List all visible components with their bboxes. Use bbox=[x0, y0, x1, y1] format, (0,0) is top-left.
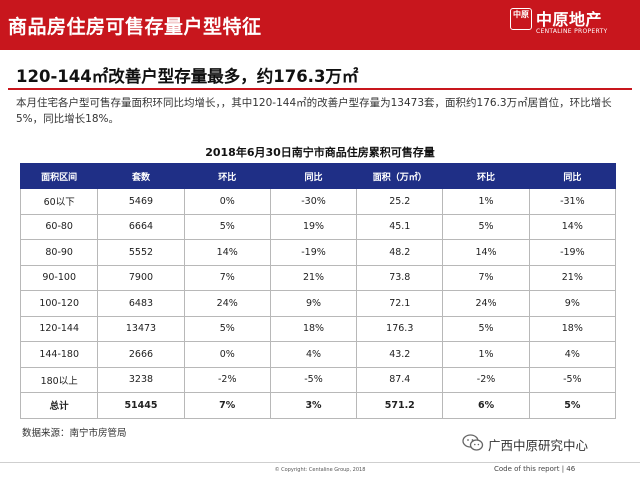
report-code: Code of this report | 46 bbox=[494, 465, 576, 473]
cell-area-yoy: 14% bbox=[528, 213, 617, 240]
description-text: 本月住宅各户型可售存量面积环同比均增长，，其中120-144㎡的改善户型存量为1… bbox=[16, 97, 612, 125]
cell-area-range: 180以上 bbox=[19, 366, 99, 393]
header-area-yoy: 同比 bbox=[528, 163, 617, 189]
cell-area-range: 60以下 bbox=[19, 188, 99, 215]
cell-units: 6483 bbox=[97, 290, 185, 317]
cell-units: 5552 bbox=[97, 239, 185, 266]
cell-area: 25.2 bbox=[356, 188, 444, 215]
cell-area: 48.2 bbox=[356, 239, 444, 266]
header-units-yoy: 同比 bbox=[269, 163, 358, 189]
cell-area-mom: 7% bbox=[442, 264, 530, 291]
table-row: 144-180 2666 0% 4% 43.2 1% 4% bbox=[19, 341, 617, 368]
cell-units-mom: 14% bbox=[183, 239, 271, 266]
cell-area: 45.1 bbox=[356, 213, 444, 240]
cell-units-yoy: 19% bbox=[269, 213, 358, 240]
cell-units: 7900 bbox=[97, 264, 185, 291]
table-row: 90-100 7900 7% 21% 73.8 7% 21% bbox=[19, 264, 617, 291]
cell-units-mom: -2% bbox=[183, 366, 271, 393]
total-cell-area-range: 总计 bbox=[19, 392, 99, 419]
cell-area-range: 60-80 bbox=[19, 213, 99, 240]
total-cell-units: 51445 bbox=[97, 392, 185, 419]
table-row: 60以下 5469 0% -30% 25.2 1% -31% bbox=[19, 188, 617, 215]
cell-units: 5469 bbox=[97, 188, 185, 215]
header-units-mom: 环比 bbox=[183, 163, 271, 189]
centaline-logo: 中原 中原地产 CENTALINE PROPERTY bbox=[510, 6, 632, 44]
logo-subtitle: CENTALINE PROPERTY bbox=[536, 28, 608, 35]
table-header-row: 面积区间 套数 环比 同比 面积（万㎡） 环比 同比 bbox=[19, 163, 617, 189]
subtitle-divider bbox=[8, 88, 632, 90]
data-source: 数据来源：南宁市房管局 bbox=[22, 428, 127, 439]
cell-units-yoy: 21% bbox=[269, 264, 358, 291]
cell-units-yoy: 4% bbox=[269, 341, 358, 368]
copyright-text: © Copyright: Centaline Group, 2018 bbox=[274, 467, 366, 473]
total-cell-units-yoy: 3% bbox=[269, 392, 358, 419]
cell-units-yoy: 18% bbox=[269, 315, 358, 342]
section-subtitle: 120-144㎡改善户型存量最多，约176.3万㎡ bbox=[16, 67, 359, 86]
cell-area-range: 90-100 bbox=[19, 264, 99, 291]
cell-area: 176.3 bbox=[356, 315, 444, 342]
wechat-account-name: 广西中原研究中心 bbox=[488, 438, 589, 453]
cell-area-mom: 1% bbox=[442, 188, 530, 215]
cell-area-mom: 14% bbox=[442, 239, 530, 266]
cell-area-mom: -2% bbox=[442, 366, 530, 393]
total-cell-area: 571.2 bbox=[356, 392, 444, 419]
cell-area: 73.8 bbox=[356, 264, 444, 291]
header-bar: 商品房住房可售存量户型特征 中原 中原地产 CENTALINE PROPERTY bbox=[0, 0, 640, 50]
wechat-icon bbox=[462, 434, 484, 451]
footer-divider bbox=[0, 462, 640, 463]
cell-units: 13473 bbox=[97, 315, 185, 342]
table-title: 2018年6月30日南宁市商品住房累积可售存量 bbox=[205, 146, 435, 159]
cell-area-range: 120-144 bbox=[19, 315, 99, 342]
cell-area: 43.2 bbox=[356, 341, 444, 368]
header-area-range: 面积区间 bbox=[19, 163, 99, 189]
cell-area-mom: 1% bbox=[442, 341, 530, 368]
cell-area-mom: 24% bbox=[442, 290, 530, 317]
logo-seal-icon: 中原 bbox=[510, 8, 532, 30]
table-row: 60-80 6664 5% 19% 45.1 5% 14% bbox=[19, 213, 617, 240]
cell-units-yoy: -5% bbox=[269, 366, 358, 393]
inventory-table: 面积区间 套数 环比 同比 面积（万㎡） 环比 同比 60以下 5469 0% -30… bbox=[19, 163, 617, 419]
cell-units-mom: 0% bbox=[183, 341, 271, 368]
cell-area: 87.4 bbox=[356, 366, 444, 393]
table-total-row: 总计 51445 7% 3% 571.2 6% 5% bbox=[19, 392, 617, 419]
cell-area-yoy: -31% bbox=[528, 188, 617, 215]
cell-units: 3238 bbox=[97, 366, 185, 393]
cell-units-yoy: 9% bbox=[269, 290, 358, 317]
cell-units-mom: 0% bbox=[183, 188, 271, 215]
logo-name: 中原地产 bbox=[536, 10, 603, 29]
table-row: 120-144 13473 5% 18% 176.3 5% 18% bbox=[19, 315, 617, 342]
cell-area-range: 100-120 bbox=[19, 290, 99, 317]
cell-area: 72.1 bbox=[356, 290, 444, 317]
table-row: 80-90 5552 14% -19% 48.2 14% -19% bbox=[19, 239, 617, 266]
total-cell-area-mom: 6% bbox=[442, 392, 530, 419]
table-row: 180以上 3238 -2% -5% 87.4 -2% -5% bbox=[19, 366, 617, 393]
table-row: 100-120 6483 24% 9% 72.1 24% 9% bbox=[19, 290, 617, 317]
cell-area-yoy: -19% bbox=[528, 239, 617, 266]
header-area-mom: 环比 bbox=[442, 163, 530, 189]
cell-units-yoy: -30% bbox=[269, 188, 358, 215]
cell-area-range: 80-90 bbox=[19, 239, 99, 266]
cell-units-mom: 7% bbox=[183, 264, 271, 291]
total-cell-area-yoy: 5% bbox=[528, 392, 617, 419]
header-units: 套数 bbox=[97, 163, 185, 189]
cell-units: 6664 bbox=[97, 213, 185, 240]
cell-area-mom: 5% bbox=[442, 315, 530, 342]
cell-area-yoy: 21% bbox=[528, 264, 617, 291]
cell-units: 2666 bbox=[97, 341, 185, 368]
cell-area-yoy: 18% bbox=[528, 315, 617, 342]
cell-units-mom: 5% bbox=[183, 315, 271, 342]
cell-area-yoy: 4% bbox=[528, 341, 617, 368]
cell-area-mom: 5% bbox=[442, 213, 530, 240]
cell-units-yoy: -19% bbox=[269, 239, 358, 266]
cell-units-mom: 5% bbox=[183, 213, 271, 240]
header-area: 面积（万㎡） bbox=[356, 163, 444, 189]
cell-area-yoy: 9% bbox=[528, 290, 617, 317]
cell-area-range: 144-180 bbox=[19, 341, 99, 368]
page-title: 商品房住房可售存量户型特征 bbox=[8, 16, 262, 38]
cell-units-mom: 24% bbox=[183, 290, 271, 317]
cell-area-yoy: -5% bbox=[528, 366, 617, 393]
total-cell-units-mom: 7% bbox=[183, 392, 271, 419]
